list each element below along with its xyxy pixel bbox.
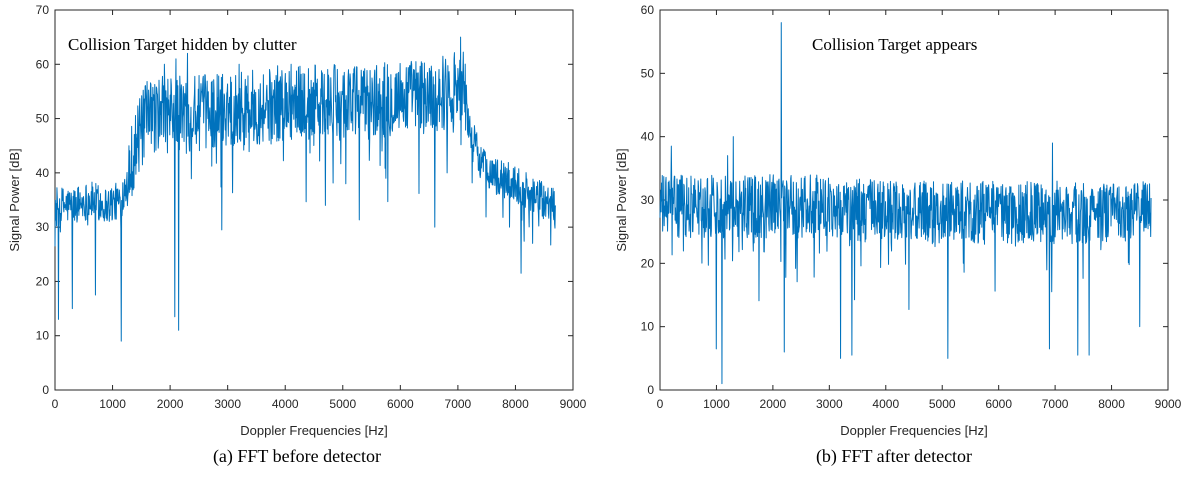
y-tick-label: 70 [36, 3, 50, 17]
x-tick-label: 1000 [703, 397, 730, 411]
chart-panel-a: 0 10 20 30 40 50 60 70 0 1000 2000 3000 4000 5000 600… [0, 0, 594, 479]
chart-panel-b: 0 10 20 30 40 50 60 0 1000 2000 3000 4000 5000 6000 7… [600, 0, 1188, 479]
chart-annotation: Collision Target appears [812, 35, 977, 54]
y-tick-label: 50 [36, 112, 50, 126]
chart-annotation: Collision Target hidden by clutter [68, 35, 297, 54]
y-axis-label: Signal Power [dB] [7, 148, 22, 251]
plot-area [54, 9, 574, 391]
series-line [659, 22, 1152, 385]
y-tick-label: 10 [641, 320, 655, 334]
y-tick-label: 0 [42, 383, 49, 397]
x-tick-label: 8000 [1098, 397, 1125, 411]
x-tick-label: 4000 [872, 397, 899, 411]
y-axis-ticks: 0 10 20 30 40 50 60 70 [36, 3, 573, 397]
y-tick-label: 50 [641, 66, 655, 80]
figure-caption-b: (b) FFT after detector [815, 446, 973, 466]
x-tick-label: 2000 [760, 397, 787, 411]
series-a-line [54, 36, 557, 342]
figure-caption-a: (a) FFT before detector [212, 446, 382, 466]
x-tick-label: 0 [657, 397, 664, 411]
x-tick-label: 6000 [985, 397, 1012, 411]
x-tick-label: 3000 [214, 397, 241, 411]
y-tick-label: 10 [36, 329, 50, 343]
chart-a: 0 10 20 30 40 50 60 70 0 1000 2000 3000 4000 5000 600… [7, 3, 587, 438]
x-axis-ticks: 0 1000 2000 3000 4000 5000 6000 7000 8000 9000 [657, 10, 1182, 411]
x-tick-label: 2000 [157, 397, 184, 411]
x-tick-label: 1000 [99, 397, 126, 411]
y-tick-label: 20 [641, 256, 655, 270]
x-tick-label: 7000 [1042, 397, 1069, 411]
y-tick-label: 20 [36, 274, 50, 288]
x-tick-label: 5000 [329, 397, 356, 411]
x-tick-label: 6000 [387, 397, 414, 411]
chart-b: 0 10 20 30 40 50 60 0 1000 2000 3000 4000 5000 6000 7… [614, 3, 1182, 438]
y-tick-label: 30 [36, 220, 50, 234]
y-tick-label: 40 [36, 166, 50, 180]
x-axis-label: Doppler Frequencies [Hz] [240, 423, 387, 438]
y-tick-label: 0 [647, 383, 654, 397]
y-tick-label: 40 [641, 130, 655, 144]
series-line [54, 36, 557, 342]
x-tick-label: 9000 [1155, 397, 1182, 411]
x-tick-label: 8000 [502, 397, 529, 411]
x-tick-label: 7000 [445, 397, 472, 411]
series-b-line [659, 22, 1152, 385]
x-tick-label: 4000 [272, 397, 299, 411]
y-tick-label: 60 [641, 3, 655, 17]
x-tick-label: 5000 [929, 397, 956, 411]
x-tick-label: 9000 [560, 397, 587, 411]
y-axis-ticks: 0 10 20 30 40 50 60 [641, 3, 1168, 397]
x-axis-ticks: 0 1000 2000 3000 4000 5000 6000 7000 8000 9000 [52, 10, 587, 411]
x-tick-label: 3000 [816, 397, 843, 411]
y-tick-label: 60 [36, 57, 50, 71]
y-tick-label: 30 [641, 193, 655, 207]
y-axis-label: Signal Power [dB] [614, 148, 629, 251]
x-axis-label: Doppler Frequencies [Hz] [840, 423, 987, 438]
x-tick-label: 0 [52, 397, 59, 411]
